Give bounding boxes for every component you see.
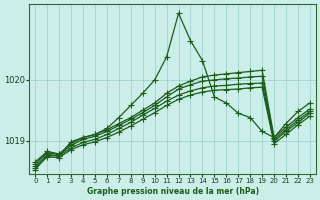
X-axis label: Graphe pression niveau de la mer (hPa): Graphe pression niveau de la mer (hPa) bbox=[86, 187, 259, 196]
